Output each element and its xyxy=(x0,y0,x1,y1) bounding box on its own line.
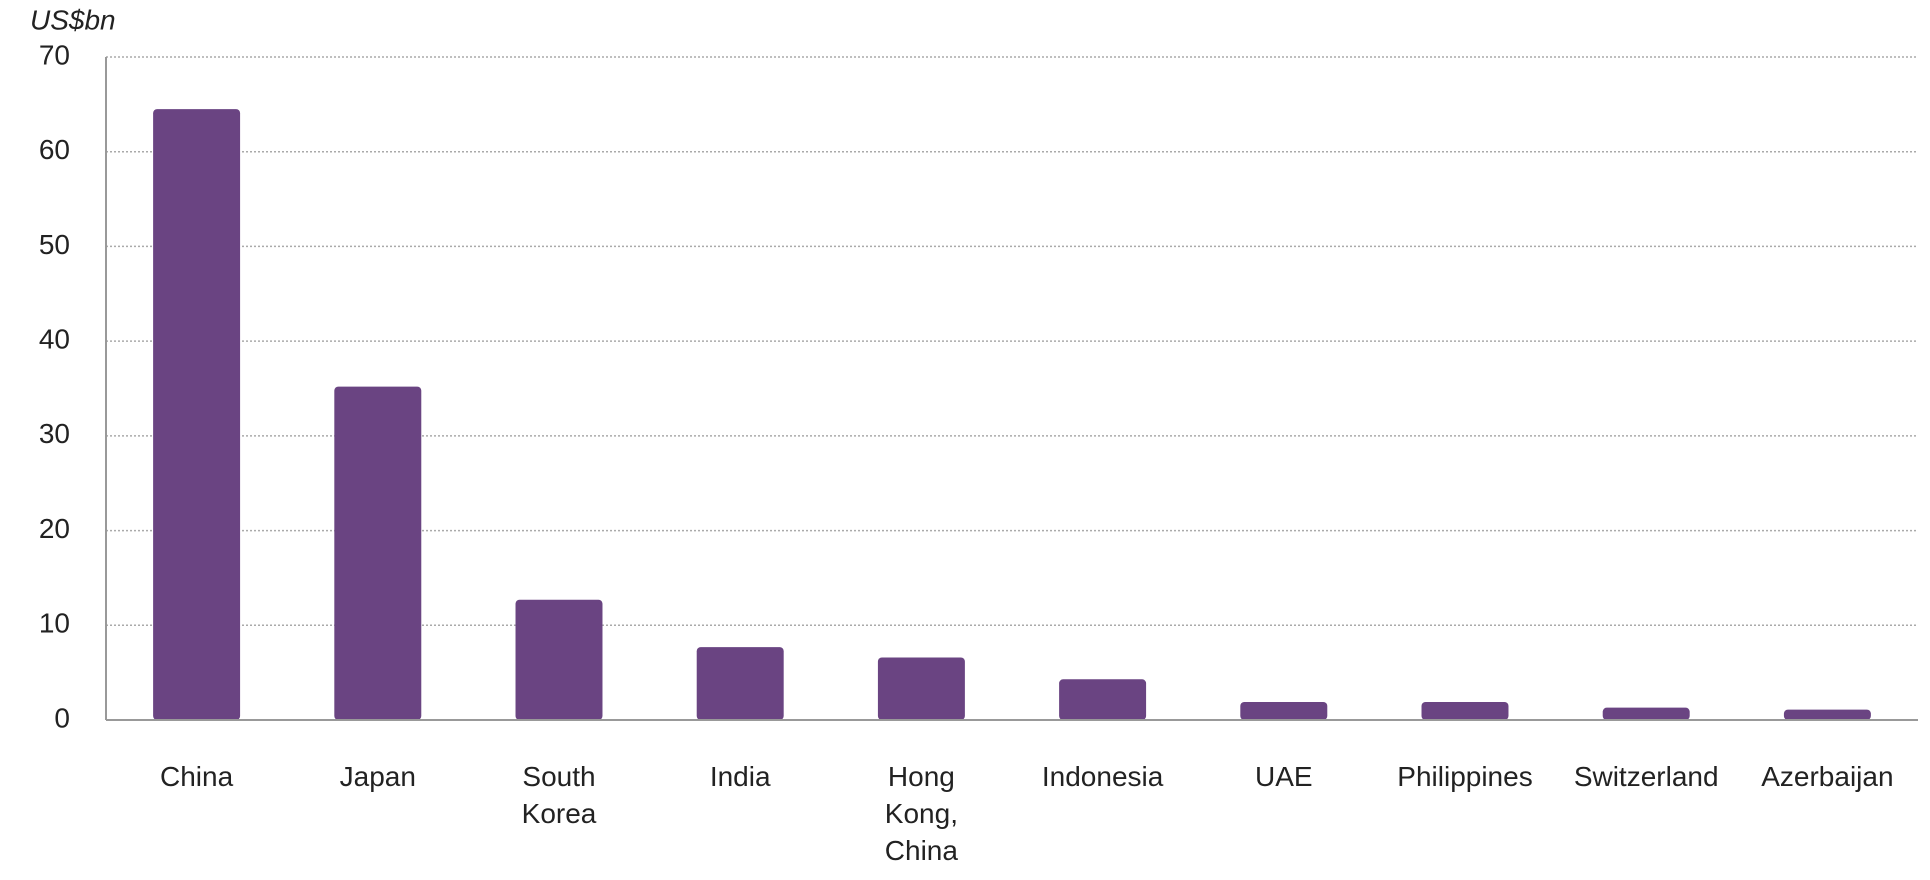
x-tick-label: Switzerland xyxy=(1573,761,1719,792)
x-tick-label: China xyxy=(160,761,234,792)
bar xyxy=(1421,702,1509,720)
y-tick-label: 0 xyxy=(54,702,70,733)
x-tick-label: Hong Kong, China xyxy=(884,761,958,866)
y-tick-label: 40 xyxy=(39,324,70,355)
y-tick-label: 50 xyxy=(39,229,70,260)
bar xyxy=(334,386,422,720)
y-tick-label: 10 xyxy=(39,608,70,639)
x-tick-label: Indonesia xyxy=(1041,761,1164,792)
bar xyxy=(515,599,603,720)
y-tick-label: 30 xyxy=(39,418,70,449)
x-tick-label: South Korea xyxy=(521,761,597,829)
bar xyxy=(153,109,241,721)
x-tick-label: India xyxy=(709,761,771,792)
bar xyxy=(1602,707,1690,720)
bar xyxy=(1240,702,1328,720)
y-tick-label: 70 xyxy=(39,39,70,70)
bar xyxy=(877,657,965,720)
bar xyxy=(1059,679,1147,720)
bar xyxy=(1783,709,1871,720)
x-tick-label: Azerbaijan xyxy=(1761,761,1894,792)
x-tick-label: UAE xyxy=(1255,761,1313,792)
x-tick-label: Philippines xyxy=(1397,761,1533,792)
y-tick-label: 60 xyxy=(39,134,70,165)
y-axis-label: US$bn xyxy=(30,4,116,35)
y-tick-label: 20 xyxy=(39,513,70,544)
bar xyxy=(696,647,784,720)
x-tick-label: Japan xyxy=(339,761,416,792)
